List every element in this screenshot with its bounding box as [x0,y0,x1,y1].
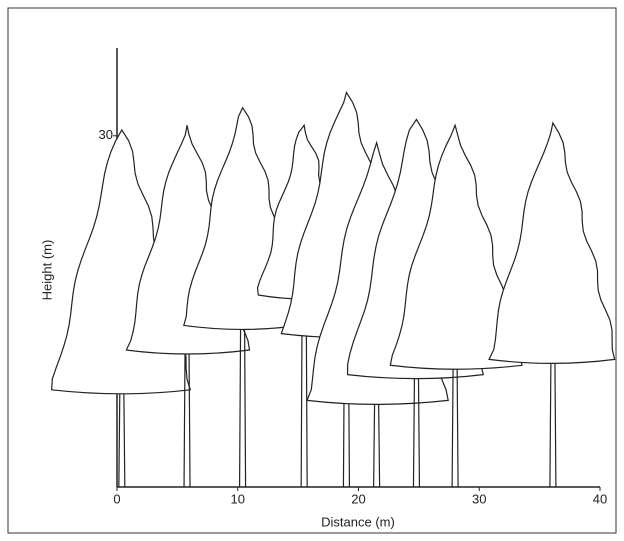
x-tick-label: 0 [113,491,120,506]
y-axis-label: Height (m) [39,240,54,301]
x-axis-label: Distance (m) [321,514,395,529]
x-tick-label: 20 [351,491,365,506]
x-tick-label: 10 [231,491,245,506]
chart: Distance (m) Height (m) 010203040102030 [0,0,624,541]
x-tick-label: 30 [472,491,486,506]
y-tick-label: 30 [99,127,113,142]
x-tick-label: 40 [593,491,607,506]
